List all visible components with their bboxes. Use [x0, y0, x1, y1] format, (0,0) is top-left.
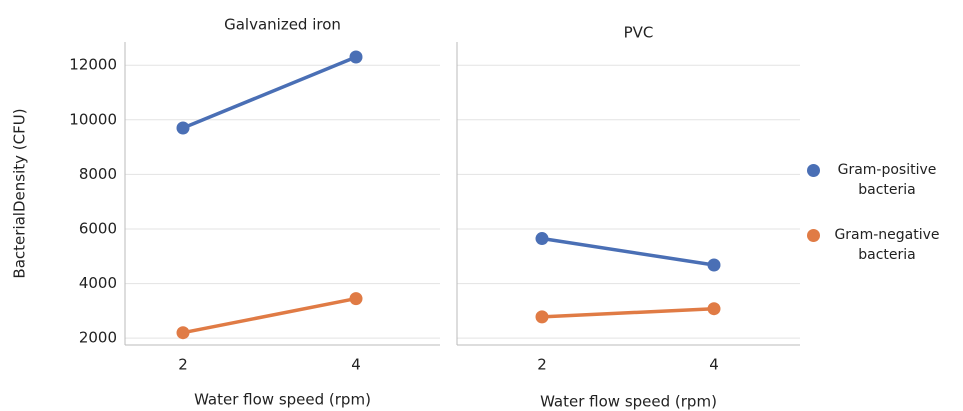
x-tick-label: 4	[709, 356, 719, 374]
y-tick-label: 12000	[69, 56, 117, 74]
legend-label: Gram-positive bacteria	[837, 162, 937, 198]
y-tick-label: 4000	[79, 274, 117, 292]
x-tick-label: 2	[178, 356, 188, 374]
x-tick-label: 2	[537, 356, 547, 374]
point	[707, 258, 721, 272]
y-axis-label: BacterialDensity (CFU)	[11, 108, 29, 278]
legend-marker	[807, 164, 820, 177]
chart-title: Galvanized iron	[224, 16, 341, 34]
series-line	[541, 236, 715, 267]
legend-label: Gram-negative bacteria	[834, 227, 940, 263]
point	[349, 292, 363, 306]
point	[535, 232, 549, 246]
point	[707, 302, 721, 316]
series-line	[182, 296, 357, 335]
y-tick-label: 6000	[79, 219, 117, 237]
point	[349, 50, 363, 64]
point	[176, 326, 190, 340]
legend-marker	[807, 229, 820, 242]
point	[535, 310, 549, 324]
point	[176, 121, 190, 135]
y-tick-label: 10000	[69, 110, 117, 128]
y-tick-label: 2000	[79, 329, 117, 347]
series-line	[182, 55, 357, 130]
x-tick-label: 4	[351, 356, 361, 374]
x-axis-label: Water flow speed (rpm)	[540, 393, 717, 411]
y-tick-label: 8000	[79, 165, 117, 183]
series-line	[541, 306, 715, 319]
chart-title: PVC	[624, 24, 654, 42]
x-axis-label: Water flow speed (rpm)	[194, 391, 371, 409]
